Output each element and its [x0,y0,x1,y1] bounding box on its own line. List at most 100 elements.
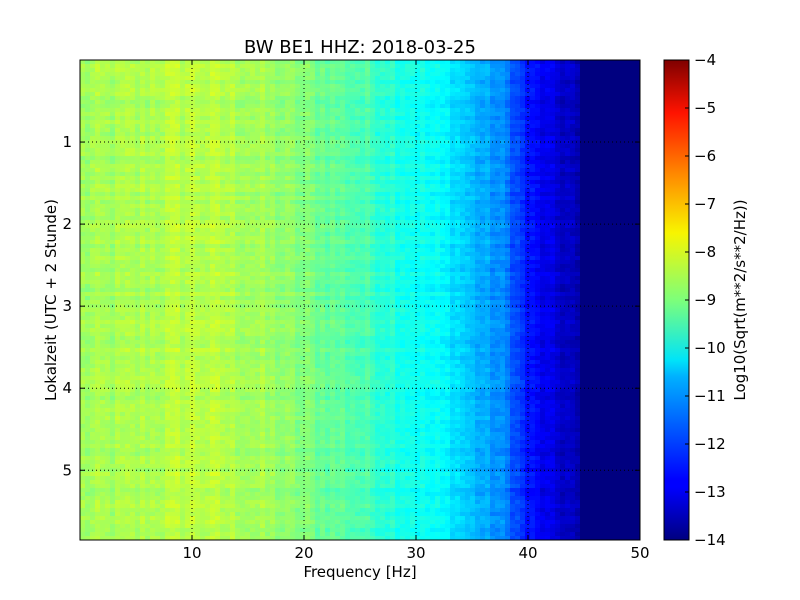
heatmap-cell [555,140,561,145]
heatmap-cell [500,220,506,225]
heatmap-cell [385,116,391,121]
heatmap-cell [585,228,591,233]
heatmap-cell [360,116,366,121]
heatmap-cell [220,180,226,185]
heatmap-cell [455,104,461,109]
heatmap-cell [140,172,146,177]
heatmap-cell [155,88,161,93]
heatmap-cell [255,72,261,77]
heatmap-cell [565,232,571,237]
heatmap-cell [210,232,216,237]
heatmap-cell [400,144,406,149]
heatmap-cell [355,192,361,197]
heatmap-cell [385,196,391,201]
heatmap-cell [360,208,366,213]
heatmap-cell [160,120,166,125]
heatmap-cell [255,208,261,213]
heatmap-cell [230,180,236,185]
heatmap-cell [620,136,626,141]
heatmap-cell [565,72,571,77]
heatmap-cell [460,156,466,161]
heatmap-cell [200,144,206,149]
heatmap-cell [225,68,231,73]
heatmap-cell [355,200,361,205]
heatmap-cell [120,108,126,113]
heatmap-cell [205,204,211,209]
heatmap-cell [85,236,91,241]
heatmap-cell [80,104,86,109]
heatmap-cell [570,80,576,85]
heatmap-cell [495,228,501,233]
heatmap-cell [440,128,446,133]
heatmap-cell [580,224,586,229]
heatmap-cell [135,204,141,209]
heatmap-cell [445,208,451,213]
heatmap-cell [570,60,576,65]
heatmap-cell [195,60,201,65]
heatmap-cell [255,236,261,241]
heatmap-cell [625,92,631,97]
heatmap-cell [445,160,451,165]
heatmap-cell [190,200,196,205]
heatmap-cell [565,200,571,205]
heatmap-cell [625,140,631,145]
heatmap-cell [565,96,571,101]
heatmap-cell [245,112,251,117]
heatmap-cell [630,60,636,65]
heatmap-cell [150,156,156,161]
heatmap-cell [585,88,591,93]
heatmap-cell [170,76,176,81]
heatmap-cell [450,188,456,193]
heatmap-cell [275,76,281,81]
heatmap-cell [305,120,311,125]
heatmap-cell [260,116,266,121]
heatmap-cell [320,192,326,197]
heatmap-cell [265,148,271,153]
heatmap-cell [555,156,561,161]
heatmap-cell [95,144,101,149]
heatmap-cell [585,224,591,229]
heatmap-cell [580,160,586,165]
heatmap-cell [195,92,201,97]
heatmap-cell [260,152,266,157]
heatmap-cell [340,128,346,133]
heatmap-cell [605,76,611,81]
heatmap-cell [150,188,156,193]
heatmap-cell [495,120,501,125]
heatmap-cell [85,160,91,165]
heatmap-cell [495,140,501,145]
heatmap-cell [610,76,616,81]
heatmap-cell [315,212,321,217]
heatmap-cell [220,120,226,125]
heatmap-cell [265,144,271,149]
heatmap-cell [100,212,106,217]
heatmap-cell [515,96,521,101]
heatmap-cell [550,100,556,105]
heatmap-cell [110,204,116,209]
heatmap-cell [535,132,541,137]
heatmap-cell [480,200,486,205]
heatmap-cell [195,204,201,209]
heatmap-cell [255,200,261,205]
heatmap-cell [405,120,411,125]
heatmap-cell [535,224,541,229]
heatmap-cell [150,168,156,173]
heatmap-cell [405,64,411,69]
heatmap-cell [245,232,251,237]
heatmap-cell [470,84,476,89]
heatmap-cell [150,64,156,69]
heatmap-cell [380,208,386,213]
heatmap-cell [600,140,606,145]
heatmap-cell [370,220,376,225]
heatmap-cell [265,104,271,109]
heatmap-cell [540,220,546,225]
heatmap-cell [400,176,406,181]
heatmap-cell [465,144,471,149]
heatmap-cell [335,188,341,193]
heatmap-cell [420,200,426,205]
heatmap-cell [610,84,616,89]
heatmap-cell [170,128,176,133]
heatmap-cell [565,60,571,65]
heatmap-cell [220,232,226,237]
heatmap-cell [450,184,456,189]
